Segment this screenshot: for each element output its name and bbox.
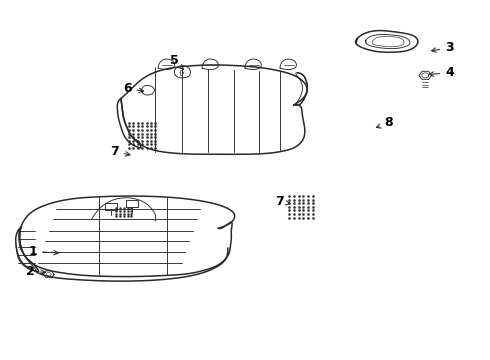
Text: 6: 6: [123, 82, 144, 95]
Text: 7: 7: [275, 195, 290, 208]
Text: 4: 4: [429, 66, 454, 79]
Text: 7: 7: [110, 145, 130, 158]
Text: 2: 2: [26, 265, 45, 278]
Text: 5: 5: [170, 54, 184, 69]
Text: 1: 1: [29, 245, 58, 258]
Text: 3: 3: [432, 41, 454, 54]
Text: 8: 8: [376, 116, 393, 129]
